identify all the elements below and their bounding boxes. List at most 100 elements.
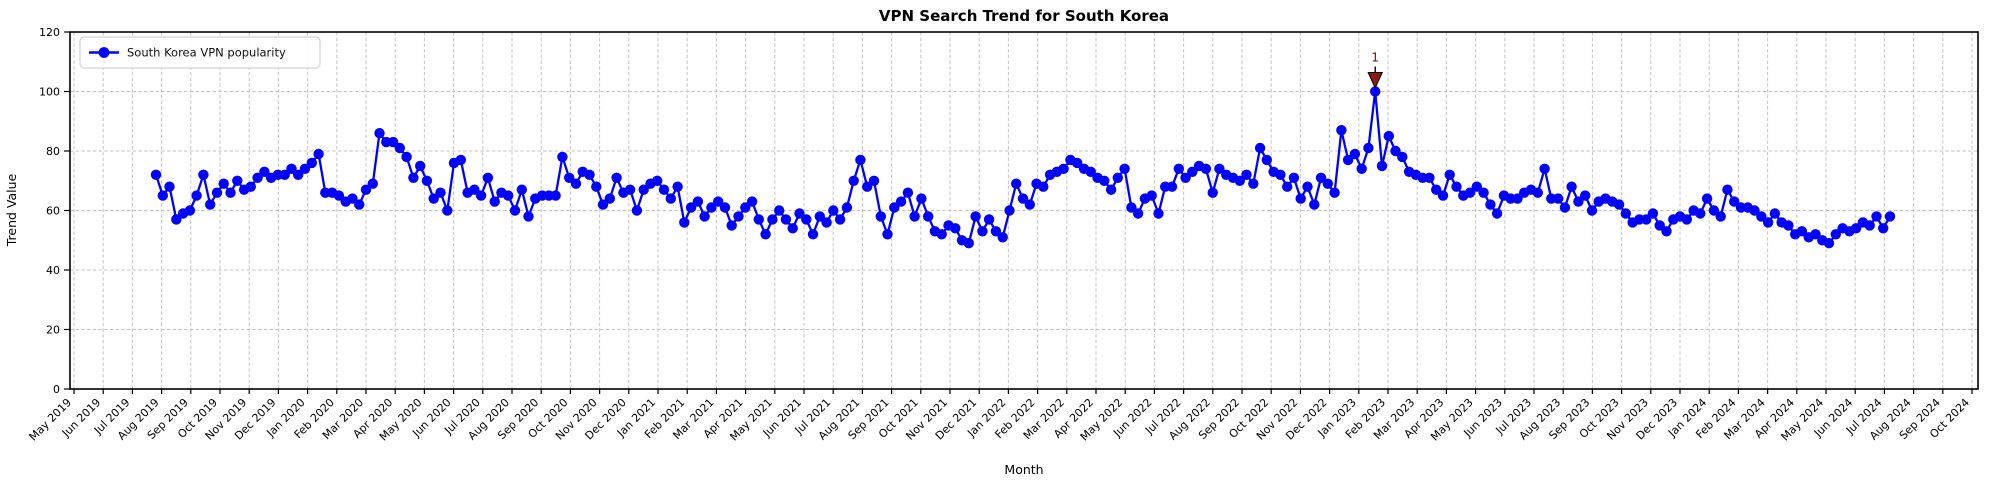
data-point [1871, 211, 1882, 222]
data-point [455, 154, 466, 166]
data-point [293, 169, 304, 180]
data-point [557, 151, 568, 163]
data-point [740, 202, 751, 213]
data-point [198, 169, 209, 180]
data-point [313, 148, 324, 160]
data-point [895, 196, 907, 207]
data-point [1397, 151, 1408, 163]
data-point [1126, 202, 1137, 213]
data-point [150, 169, 162, 180]
grid-layer [70, 32, 1978, 389]
data-point [1878, 223, 1889, 234]
data-point [184, 205, 196, 216]
data-point [1248, 178, 1259, 189]
series-layer [150, 86, 1896, 249]
y-tick-label: 40 [46, 264, 60, 277]
data-point [1390, 145, 1401, 157]
data-point [1552, 193, 1564, 204]
data-point [516, 184, 527, 195]
data-point [1559, 202, 1571, 213]
y-tick-label: 100 [39, 86, 60, 99]
data-point [746, 196, 758, 207]
data-point [232, 175, 243, 186]
data-point [882, 229, 893, 240]
data-point [848, 175, 859, 186]
data-point [428, 193, 439, 204]
data-point [774, 205, 785, 216]
data-point [1701, 193, 1713, 204]
data-point [299, 163, 311, 174]
data-point [1207, 187, 1218, 198]
data-point [672, 181, 683, 192]
data-point [367, 178, 378, 189]
data-point [814, 211, 825, 222]
data-point [692, 196, 704, 207]
data-point [564, 172, 575, 183]
data-point [1173, 163, 1185, 174]
legend-box [79, 36, 321, 69]
data-point [1370, 86, 1381, 97]
data-point [875, 211, 886, 222]
data-point [699, 211, 710, 222]
data-point [1376, 160, 1388, 172]
data-point [1729, 196, 1740, 207]
data-point [252, 172, 263, 183]
data-point [1695, 208, 1706, 219]
data-point [394, 142, 405, 154]
data-point [354, 199, 365, 210]
data-point [834, 214, 846, 225]
y-tick-label: 0 [53, 383, 60, 396]
data-point [584, 169, 595, 180]
data-point [909, 211, 920, 222]
data-point [1356, 163, 1367, 174]
data-point [1769, 208, 1781, 219]
data-point [1011, 178, 1022, 189]
data-point [1512, 193, 1523, 204]
data-point [970, 211, 981, 222]
data-point [1566, 181, 1577, 192]
data-point [1491, 208, 1503, 219]
data-point [665, 193, 676, 204]
data-point [807, 229, 819, 240]
data-point [1654, 220, 1665, 231]
y-axis-label: Trend Value [4, 173, 19, 247]
data-point [652, 175, 663, 186]
data-point [286, 163, 297, 174]
data-point [753, 214, 764, 225]
data-point [1884, 211, 1896, 222]
data-point [1830, 229, 1842, 240]
legend-marker-icon [98, 47, 110, 58]
data-point [245, 181, 256, 192]
data-point [916, 193, 927, 204]
data-point [1681, 214, 1693, 225]
data-point [855, 154, 866, 166]
data-point [923, 211, 934, 222]
data-point [469, 184, 480, 195]
data-point [1004, 205, 1015, 216]
data-point [1058, 163, 1069, 174]
data-point [374, 128, 385, 139]
annotation-arrow-head [1367, 72, 1383, 90]
y-tick-label: 20 [46, 324, 60, 337]
data-point [780, 214, 792, 225]
data-point [902, 187, 914, 198]
data-point [347, 193, 358, 204]
data-point [963, 238, 974, 249]
data-point [1099, 175, 1110, 186]
data-point [990, 226, 1002, 237]
data-point [767, 214, 778, 225]
data-point [1309, 199, 1320, 210]
data-point [1342, 154, 1354, 166]
data-point [509, 205, 521, 216]
data-point [1864, 220, 1875, 231]
data-point [1471, 181, 1483, 192]
data-point [889, 202, 900, 213]
data-point [387, 136, 399, 148]
data-point [1464, 187, 1476, 198]
data-point [1437, 190, 1449, 201]
data-point [624, 184, 636, 195]
data-point [306, 157, 317, 169]
data-point [333, 190, 345, 201]
data-point [726, 220, 737, 231]
chart-title: VPN Search Trend for South Korea [879, 7, 1169, 25]
